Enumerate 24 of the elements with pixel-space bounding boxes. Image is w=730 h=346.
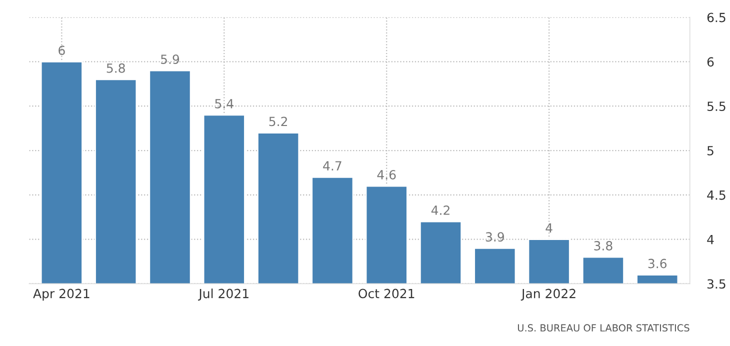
y-tick-label: 5: [707, 146, 714, 156]
x-tick-label: Jul 2021: [198, 288, 248, 301]
data-label: 5.9: [161, 54, 180, 64]
data-label: 3.6: [648, 258, 667, 268]
y-tick-label: 5.5: [707, 102, 726, 112]
data-label: 4.7: [323, 161, 342, 170]
data-label: 3.9: [486, 232, 504, 242]
x-tick-label: Oct 2021: [358, 288, 414, 298]
data-label: 4: [546, 223, 552, 233]
data-label: 6: [58, 46, 65, 56]
x-tick-label: Jan 2022: [520, 288, 576, 301]
data-label: 4.2: [431, 206, 450, 215]
y-tick-label: 3.5: [707, 279, 726, 289]
y-tick-label: 4: [707, 234, 714, 244]
data-label: 3.8: [594, 241, 612, 250]
data-label: 4.6: [377, 170, 396, 180]
y-tick-label: 6: [707, 57, 714, 67]
text: U.S. BUREAU OF LABOR STATISTICS: [518, 324, 690, 332]
data-label: 5.8: [106, 63, 125, 73]
data-label: 5.2: [269, 116, 287, 126]
data-label: 5.4: [215, 99, 234, 108]
x-tick-label: Apr 2021: [33, 288, 90, 301]
y-tick-label: 4.5: [707, 190, 726, 200]
y-tick-label: 6.5: [707, 12, 726, 22]
